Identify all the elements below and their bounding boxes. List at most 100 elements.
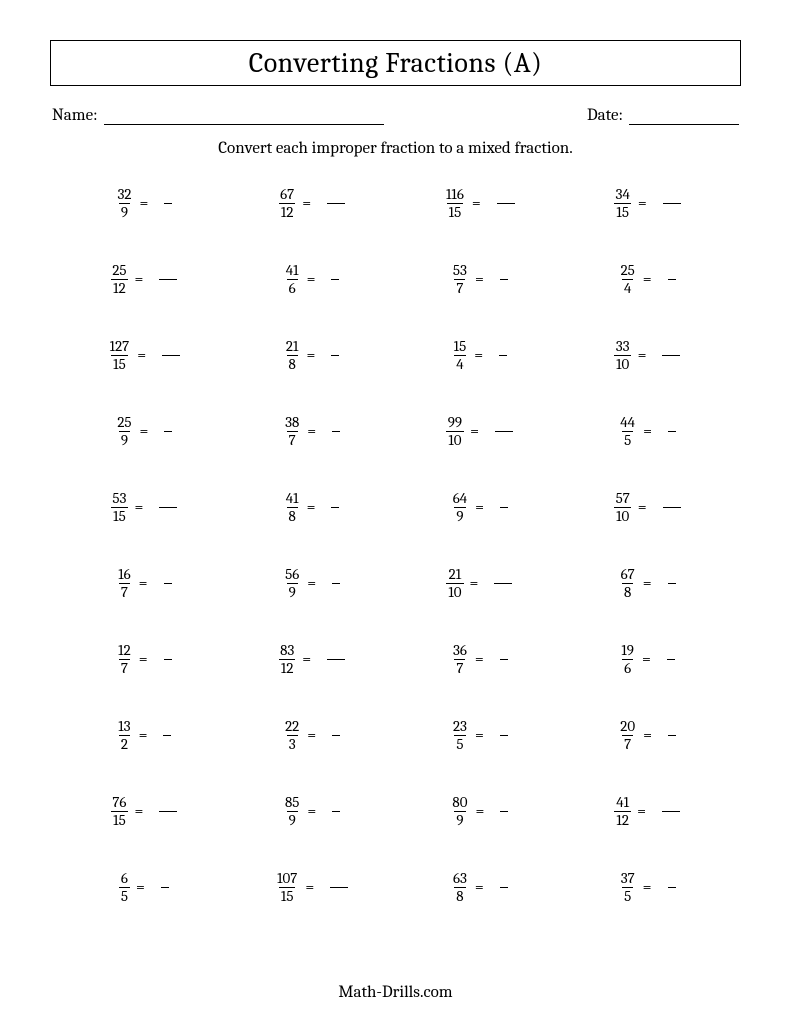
answer-blank[interactable] <box>500 887 508 888</box>
answer-blank[interactable] <box>327 659 345 660</box>
answer-blank[interactable] <box>159 507 177 508</box>
meta-row: Name: Date: <box>50 106 741 125</box>
denominator: 15 <box>614 203 631 221</box>
name-field: Name: <box>52 106 384 125</box>
equals-sign: = <box>302 194 311 213</box>
answer-blank[interactable] <box>500 507 508 508</box>
answer-blank[interactable] <box>495 431 513 432</box>
answer-blank[interactable] <box>332 431 340 432</box>
fraction: 809 <box>450 794 469 828</box>
equals-sign: = <box>470 422 479 441</box>
fraction: 5315 <box>110 490 128 524</box>
denominator: 6 <box>287 279 298 297</box>
numerator: 21 <box>284 338 301 355</box>
numerator: 127 <box>108 338 132 355</box>
equals-sign: = <box>475 498 484 517</box>
denominator: 15 <box>447 203 464 221</box>
problem-cell: 154= <box>396 338 564 372</box>
answer-blank[interactable] <box>668 431 676 432</box>
equals-sign: = <box>139 574 148 593</box>
problem-cell: 3415= <box>563 186 731 220</box>
denominator: 2 <box>119 735 130 753</box>
name-input-line[interactable] <box>104 108 384 125</box>
numerator: 76 <box>110 794 128 811</box>
fraction: 3310 <box>614 338 632 372</box>
answer-blank[interactable] <box>331 355 339 356</box>
answer-blank[interactable] <box>162 355 180 356</box>
answer-blank[interactable] <box>663 203 681 204</box>
numerator: 37 <box>619 870 637 887</box>
equals-sign: = <box>302 650 311 669</box>
denominator: 3 <box>287 735 298 753</box>
answer-blank[interactable] <box>668 735 676 736</box>
answer-blank[interactable] <box>497 203 515 204</box>
answer-blank[interactable] <box>164 583 172 584</box>
answer-blank[interactable] <box>668 583 676 584</box>
answer-blank[interactable] <box>500 659 508 660</box>
answer-blank[interactable] <box>159 811 177 812</box>
numerator: 41 <box>284 262 301 279</box>
date-label: Date: <box>587 106 623 125</box>
fraction: 154 <box>452 338 469 372</box>
equals-sign: = <box>136 878 145 897</box>
denominator: 15 <box>279 887 296 905</box>
answer-blank[interactable] <box>662 355 680 356</box>
answer-blank[interactable] <box>332 811 340 812</box>
answer-blank[interactable] <box>164 203 172 204</box>
fraction: 235 <box>451 718 469 752</box>
answer-blank[interactable] <box>161 887 169 888</box>
answer-blank[interactable] <box>331 279 339 280</box>
denominator: 10 <box>446 431 463 449</box>
fraction: 254 <box>619 262 637 296</box>
answer-blank[interactable] <box>164 659 172 660</box>
problem-cell: 569= <box>228 566 396 600</box>
fraction: 367 <box>451 642 469 676</box>
answer-blank[interactable] <box>164 431 172 432</box>
denominator: 9 <box>287 811 298 829</box>
denominator: 7 <box>119 583 130 601</box>
instruction-text: Convert each improper fraction to a mixe… <box>50 139 741 158</box>
denominator: 12 <box>614 811 631 829</box>
answer-blank[interactable] <box>500 735 508 736</box>
answer-blank[interactable] <box>499 355 507 356</box>
answer-blank[interactable] <box>327 203 345 204</box>
answer-blank[interactable] <box>663 507 681 508</box>
problems-grid: 329=6712=11615=3415=2512=416=537=254=127… <box>50 186 741 904</box>
answer-blank[interactable] <box>332 583 340 584</box>
answer-blank[interactable] <box>331 507 339 508</box>
numerator: 63 <box>451 870 469 887</box>
problem-cell: 207= <box>563 718 731 752</box>
answer-blank[interactable] <box>668 887 676 888</box>
numerator: 53 <box>451 262 469 279</box>
fraction: 418 <box>284 490 301 524</box>
answer-blank[interactable] <box>163 735 171 736</box>
fraction: 859 <box>283 794 301 828</box>
answer-blank[interactable] <box>667 659 675 660</box>
answer-blank[interactable] <box>332 735 340 736</box>
fraction: 5710 <box>614 490 632 524</box>
equals-sign: = <box>643 726 652 745</box>
denominator: 7 <box>119 659 130 677</box>
fraction: 196 <box>619 642 636 676</box>
equals-sign: = <box>475 270 484 289</box>
answer-blank[interactable] <box>500 811 508 812</box>
numerator: 107 <box>275 870 299 887</box>
answer-blank[interactable] <box>494 583 512 584</box>
denominator: 4 <box>454 355 465 373</box>
equals-sign: = <box>643 878 652 897</box>
problem-cell: 10715= <box>228 870 396 904</box>
date-input-line[interactable] <box>629 108 739 125</box>
problem-cell: 537= <box>396 262 564 296</box>
problem-cell: 5710= <box>563 490 731 524</box>
fraction: 223 <box>283 718 301 752</box>
numerator: 25 <box>115 414 133 431</box>
answer-blank[interactable] <box>159 279 177 280</box>
fraction: 3415 <box>614 186 632 220</box>
answer-blank[interactable] <box>500 279 508 280</box>
answer-blank[interactable] <box>662 811 680 812</box>
denominator: 9 <box>454 507 465 525</box>
numerator: 34 <box>614 186 632 203</box>
answer-blank[interactable] <box>330 887 348 888</box>
answer-blank[interactable] <box>668 279 676 280</box>
denominator: 7 <box>287 431 298 449</box>
